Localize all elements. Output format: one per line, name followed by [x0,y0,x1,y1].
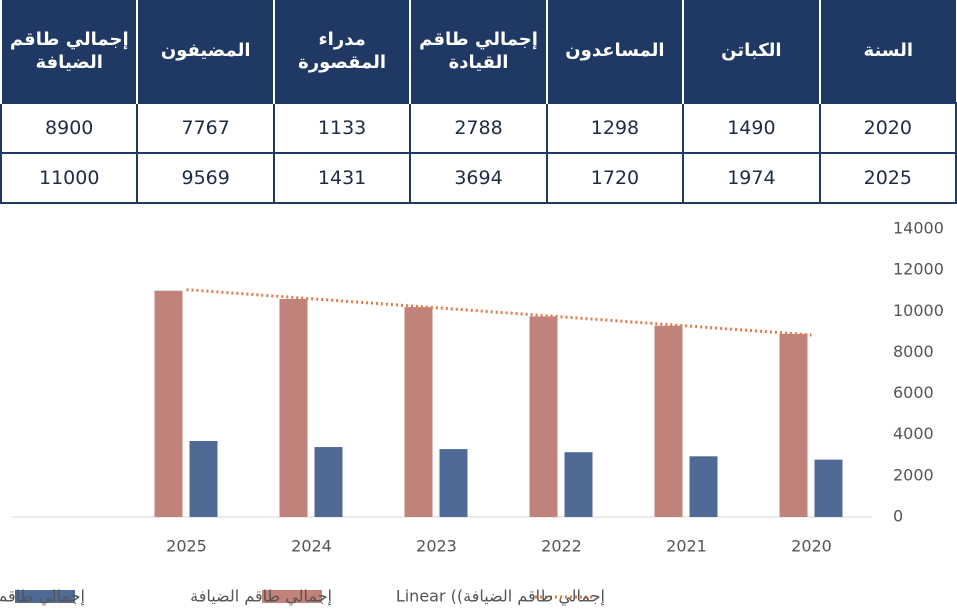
y-tick-label: 0 [893,507,903,526]
table-row: 2025 1974 1720 3694 1431 9569 11000 [0,152,957,204]
table-cell: 11000 [0,152,139,204]
column-header: إجمالي طاقم القيادة [409,0,547,103]
x-tick-label: 2025 [166,537,207,556]
y-tick-label: 6000 [893,383,934,402]
x-tick-label: 2020 [791,537,832,556]
y-tick-label: 8000 [893,342,934,361]
table-row: 2020 1490 1298 2788 1133 7767 8900 [0,102,957,154]
legend-swatch [15,590,75,603]
bar [529,316,558,517]
column-header: إجمالي طاقم الضيافة [0,0,138,103]
x-tick-label: 2022 [541,537,582,556]
table-cell: 7767 [136,102,275,154]
bar [689,456,718,517]
column-header: مدراء المقصورة [272,0,411,103]
bar [279,298,308,517]
table-cell: 9569 [136,152,275,204]
table-cell: 1974 [682,152,821,204]
bar [404,307,433,517]
x-tick-label: 2023 [416,537,457,556]
table-cell: 1431 [272,152,412,204]
bar [654,325,683,517]
column-header: المساعدون [545,0,684,103]
table-cell: 1133 [272,102,412,154]
y-tick-label: 4000 [893,424,934,443]
legend-label: إجمالي طاقم الضيافة)) Linear [396,587,605,607]
legend-label: إجمالي طاقم القيادة [0,587,85,607]
x-tick-label: 2024 [291,537,332,556]
y-tick-label: 2000 [893,465,934,484]
bar [189,441,218,517]
bar [154,290,183,517]
column-header: المضيفون [136,0,274,103]
table-cell: 1490 [682,102,821,154]
bar [314,447,343,517]
table-cell: 2788 [409,102,548,154]
bar [779,333,808,517]
table-cell: 2020 [818,102,957,154]
legend-swatch [262,590,322,603]
table-cell: 2025 [818,152,957,204]
table-cell: 1298 [545,102,685,154]
x-tick-label: 2021 [666,537,707,556]
data-table: السنة الكباتن المساعدون إجمالي طاقم القيادة… [0,0,957,204]
y-tick-label: 12000 [893,260,944,279]
y-tick-label: 14000 [893,219,944,238]
bar [814,459,843,517]
table-cell: 8900 [0,102,139,154]
y-tick-label: 10000 [893,301,944,320]
legend-label: إجمالي طاقم الضيافة [190,587,332,607]
bar [564,452,593,517]
chart: 0 2000 4000 6000 8000 10000 12000 14000 2025 2024… [0,219,944,607]
column-header: الكباتن [682,0,820,103]
table-cell: 1720 [545,152,685,204]
table-cell: 3694 [409,152,548,204]
column-header: السنة [818,0,956,103]
bar [439,449,468,517]
